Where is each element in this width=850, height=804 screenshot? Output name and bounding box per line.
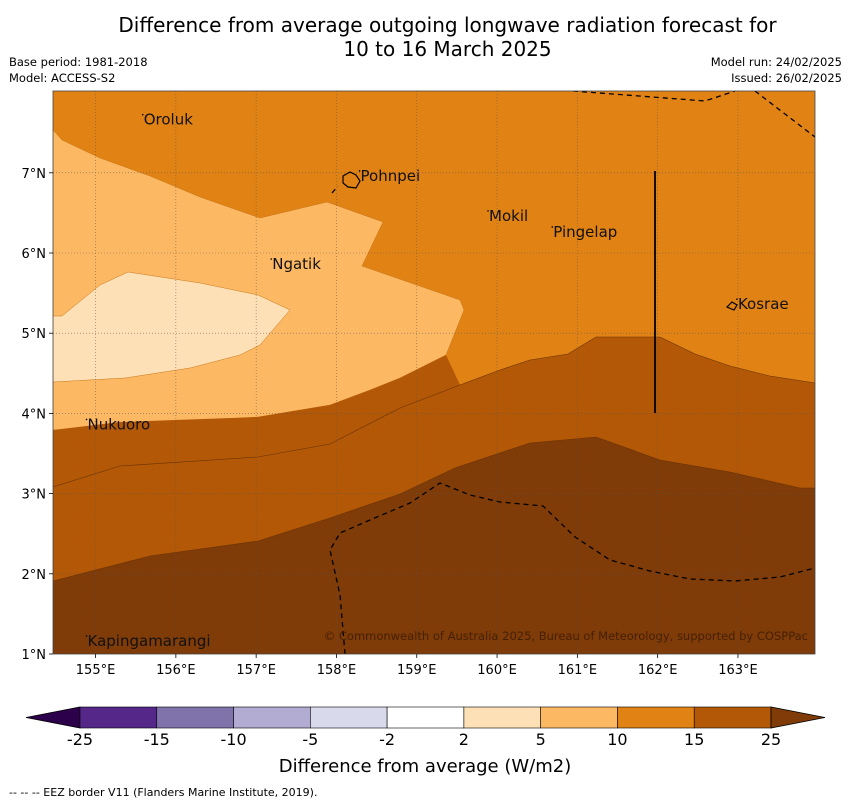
x-tick-label: 157°E [236, 663, 276, 678]
meta-right: Model run: 24/02/2025 Issued: 26/02/2025 [711, 54, 842, 86]
place-label: Kosrae [738, 295, 789, 313]
place-mokil: Mokil [487, 207, 528, 225]
colorbar-cell [540, 706, 618, 729]
place-label: Mokil [489, 207, 528, 225]
issued-text: Issued: 26/02/2025 [731, 71, 842, 85]
colorbar-label: 25 [761, 730, 781, 749]
x-tick-label: 161°E [558, 663, 598, 678]
eez-footnote: -- -- -- EEZ border V11 (Flanders Marine… [9, 786, 318, 799]
colorbar-cell [693, 706, 772, 729]
pohnpei-island-outline [342, 171, 361, 189]
x-tick-label: 158°E [317, 663, 357, 678]
colorbar-label: -15 [144, 730, 170, 749]
model-run-text: Model run: 24/02/2025 [710, 55, 842, 69]
colorbar-cell [233, 706, 311, 729]
place-label: Pingelap [553, 223, 617, 241]
place-label: Nukuoro [88, 415, 151, 433]
colorbar-cell [79, 706, 158, 729]
y-axis-ticks: 7°N 6°N 5°N 4°N 3°N 2°N 1°N [22, 167, 53, 663]
place-oroluk: Oroluk [141, 111, 193, 129]
colorbar-extend-high [770, 706, 826, 729]
place-kapingamarangi: Kapingamarangi [85, 632, 211, 650]
y-tick-label: 1°N [22, 648, 47, 663]
map-frame [52, 90, 816, 655]
x-axis-ticks: 155°E 156°E 157°E 158°E 159°E 160°E 161°E 162°E… [76, 654, 758, 678]
x-tick-label: 163°E [718, 663, 758, 678]
y-tick-label: 7°N [22, 167, 47, 182]
kosrae-island-outline [725, 301, 738, 311]
colorbar-label: 5 [536, 730, 546, 749]
eez-border [329, 91, 815, 654]
grid-lines [53, 91, 815, 654]
colorbar-extend-low [25, 706, 81, 729]
x-tick-label: 162°E [638, 663, 678, 678]
y-tick-label: 3°N [22, 488, 47, 503]
place-nukuoro: Nukuoro [85, 415, 151, 433]
y-tick-label: 2°N [22, 568, 47, 583]
island-outlines [342, 171, 738, 311]
place-labels: Oroluk Pohnpei Mokil Pingelap Ngatik Kosrae Nu… [85, 111, 789, 650]
x-tick-label: 155°E [76, 663, 116, 678]
colorbar-label: -5 [302, 730, 318, 749]
colorbar-cell [386, 706, 465, 729]
base-period-text: Base period: 1981-2018 [9, 55, 148, 69]
model-text: Model: ACCESS-S2 [9, 71, 116, 85]
colorbar-label: 15 [684, 730, 704, 749]
colorbar-cell [617, 706, 695, 729]
band-15-25 [53, 437, 815, 654]
place-ngatik: Ngatik [270, 255, 321, 273]
chart-title: Difference from average outgoing longwav… [0, 13, 850, 61]
colorbar-label: -25 [67, 730, 93, 749]
colorbar-label: -2 [379, 730, 395, 749]
title-line-2: 10 to 16 March 2025 [343, 37, 552, 61]
place-pingelap: Pingelap [551, 223, 617, 241]
colorbar-label: 10 [607, 730, 627, 749]
x-tick-label: 160°E [477, 663, 517, 678]
place-label: Oroluk [144, 111, 193, 129]
copyright-text: © Commonwealth of Australia 2025, Bureau… [324, 629, 808, 643]
colorbar: -25 -15 -10 -5 -2 2 5 10 15 25 Difference from av… [25, 706, 826, 777]
place-label: Pohnpei [361, 167, 421, 185]
colorbar-cell [156, 706, 234, 729]
colorbar-title: Difference from average (W/m2) [279, 756, 571, 777]
colorbar-cell [463, 706, 541, 729]
y-tick-label: 5°N [22, 327, 47, 342]
place-label: Ngatik [272, 255, 321, 273]
meta-left: Base period: 1981-2018 Model: ACCESS-S2 [9, 54, 148, 86]
contour-lines [53, 336, 815, 582]
forecast-map: Oroluk Pohnpei Mokil Pingelap Ngatik Kosrae Nu… [22, 90, 816, 678]
y-tick-label: 6°N [22, 247, 47, 262]
y-tick-label: 4°N [22, 407, 47, 422]
place-kosrae: Kosrae [736, 295, 789, 313]
place-pohnpei: Pohnpei [358, 167, 421, 185]
place-label: Kapingamarangi [88, 632, 211, 650]
colorbar-cells [25, 706, 826, 729]
colorbar-label: 2 [459, 730, 469, 749]
contour-layers [53, 91, 815, 654]
colorbar-label: -10 [220, 730, 246, 749]
title-line-1: Difference from average outgoing longwav… [118, 13, 777, 37]
band-minus2-2 [53, 271, 291, 383]
colorbar-tick-labels: -25 -15 -10 -5 -2 2 5 10 15 25 [67, 730, 781, 749]
x-tick-label: 156°E [156, 663, 196, 678]
colorbar-cell [310, 706, 388, 729]
x-tick-label: 159°E [397, 663, 437, 678]
